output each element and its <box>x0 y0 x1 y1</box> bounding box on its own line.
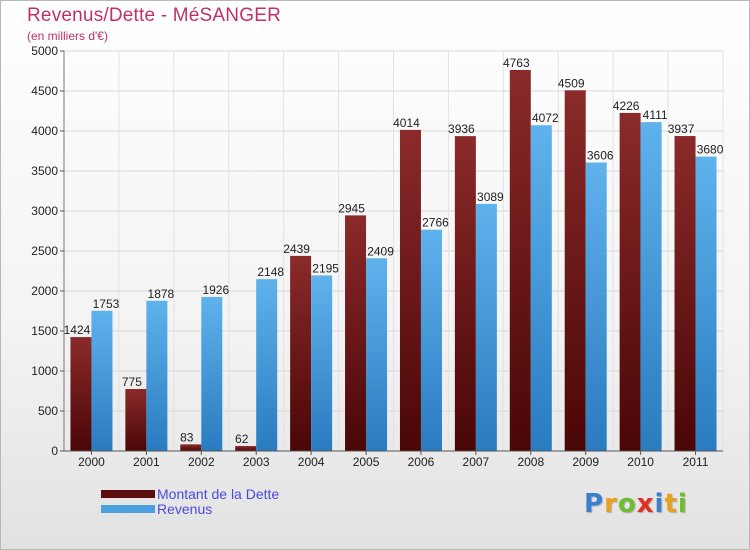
data-label-revenus: 4072 <box>532 111 559 125</box>
bar-revenus <box>91 310 113 451</box>
bar-revenus <box>585 162 607 451</box>
bar-dette <box>70 337 92 451</box>
y-tick-label: 2500 <box>31 244 58 258</box>
bar-revenus <box>420 229 442 451</box>
legend-label-dette: Montant de la Dette <box>157 485 280 502</box>
bar-revenus <box>640 122 662 452</box>
bar-dette <box>564 90 586 451</box>
data-label-dette: 4509 <box>558 76 585 90</box>
x-tick-label: 2010 <box>627 455 654 469</box>
chart-subtitle: (en milliers d'€) <box>27 29 108 43</box>
data-label-dette: 4763 <box>503 56 530 70</box>
x-tick-label: 2006 <box>408 455 435 469</box>
data-label-revenus: 3089 <box>477 190 504 204</box>
legend-label-revenus: Revenus <box>157 500 213 517</box>
data-label-revenus: 3680 <box>697 143 724 157</box>
bar-revenus <box>146 300 168 451</box>
y-tick-label: 3500 <box>31 164 58 178</box>
y-tick-label: 4500 <box>31 84 58 98</box>
data-label-revenus: 3606 <box>587 149 614 163</box>
bar-dette <box>674 136 696 452</box>
bar-revenus <box>256 279 278 451</box>
bar-dette <box>290 255 312 451</box>
x-tick-label: 2004 <box>298 455 325 469</box>
y-tick-label: 500 <box>38 404 58 418</box>
data-label-dette: 83 <box>180 430 194 444</box>
logo-letter: i <box>654 489 665 519</box>
data-label-revenus: 2148 <box>257 265 284 279</box>
logo-letter: P <box>584 489 605 519</box>
y-tick-label: 0 <box>51 444 58 458</box>
legend-item-revenus: Revenus <box>101 500 279 517</box>
data-label-revenus: 2409 <box>367 244 394 258</box>
bar-revenus <box>311 275 333 451</box>
x-tick-label: 2005 <box>353 455 380 469</box>
data-label-revenus: 2766 <box>422 216 449 230</box>
data-label-dette: 3936 <box>448 122 475 136</box>
x-axis: 2000 2001 2002 2003 2004 2005 2006 2007 2008 2009… <box>64 450 723 469</box>
data-label-dette: 62 <box>235 432 249 446</box>
data-label-dette: 2439 <box>283 242 310 256</box>
logo-letter: o <box>617 489 637 519</box>
data-label-dette: 4014 <box>393 116 420 130</box>
bar-dette <box>399 129 421 451</box>
chart-title: Revenus/Dette - MéSANGER <box>27 5 281 26</box>
y-tick-label: 4000 <box>31 124 58 138</box>
logo-letter: r <box>604 489 618 519</box>
y-tick-label: 1000 <box>31 364 58 378</box>
y-tick-label: 3000 <box>31 204 58 218</box>
bar-dette <box>345 215 367 451</box>
data-label-revenus: 1926 <box>202 283 229 297</box>
logo-letter: x <box>636 489 655 519</box>
logo-letter: i <box>677 489 688 519</box>
data-label-dette: 4226 <box>613 99 640 113</box>
data-label-dette: 3937 <box>668 122 695 136</box>
data-label-revenus: 1753 <box>93 297 120 311</box>
x-tick-label: 2009 <box>572 455 599 469</box>
bar-dette <box>619 112 641 452</box>
x-tick-label: 2002 <box>188 455 215 469</box>
data-label-revenus: 4111 <box>643 108 668 122</box>
legend-item-dette: Montant de la Dette <box>101 485 280 502</box>
data-label-dette: 775 <box>122 375 142 389</box>
legend: Montant de la Dette Revenus <box>101 485 280 517</box>
bar-revenus <box>366 258 388 451</box>
bar-revenus <box>201 296 223 451</box>
data-label-revenus: 1878 <box>148 287 175 301</box>
legend-swatch-dette <box>101 489 155 498</box>
x-tick-label: 2007 <box>463 455 490 469</box>
y-tick-label: 1500 <box>31 324 58 338</box>
y-tick-label: 2000 <box>31 284 58 298</box>
data-label-dette: 1424 <box>64 323 91 337</box>
bar-revenus <box>475 203 497 451</box>
bar-revenus <box>530 125 552 452</box>
x-tick-label: 2001 <box>133 455 160 469</box>
data-label-revenus: 2195 <box>312 261 339 275</box>
bar-dette <box>509 69 531 452</box>
bar-dette <box>125 389 147 451</box>
legend-swatch-revenus <box>101 504 155 513</box>
bar-dette <box>235 446 257 451</box>
x-tick-label: 2000 <box>78 455 105 469</box>
x-tick-label: 2008 <box>517 455 544 469</box>
bar-revenus <box>695 156 717 451</box>
grid-lines <box>63 50 724 452</box>
y-tick-label: 5000 <box>31 44 58 58</box>
bar-dette <box>454 136 476 451</box>
logo-letter: t <box>664 489 678 519</box>
proxiti-logo: Proxiti <box>584 489 688 519</box>
bar-dette <box>180 444 202 451</box>
y-axis: 0 500 1000 1500 2000 2500 3000 3500 4000 4500 5000 <box>31 44 65 458</box>
data-label-dette: 2945 <box>338 201 365 215</box>
x-tick-label: 2011 <box>683 455 709 469</box>
x-tick-label: 2003 <box>243 455 270 469</box>
